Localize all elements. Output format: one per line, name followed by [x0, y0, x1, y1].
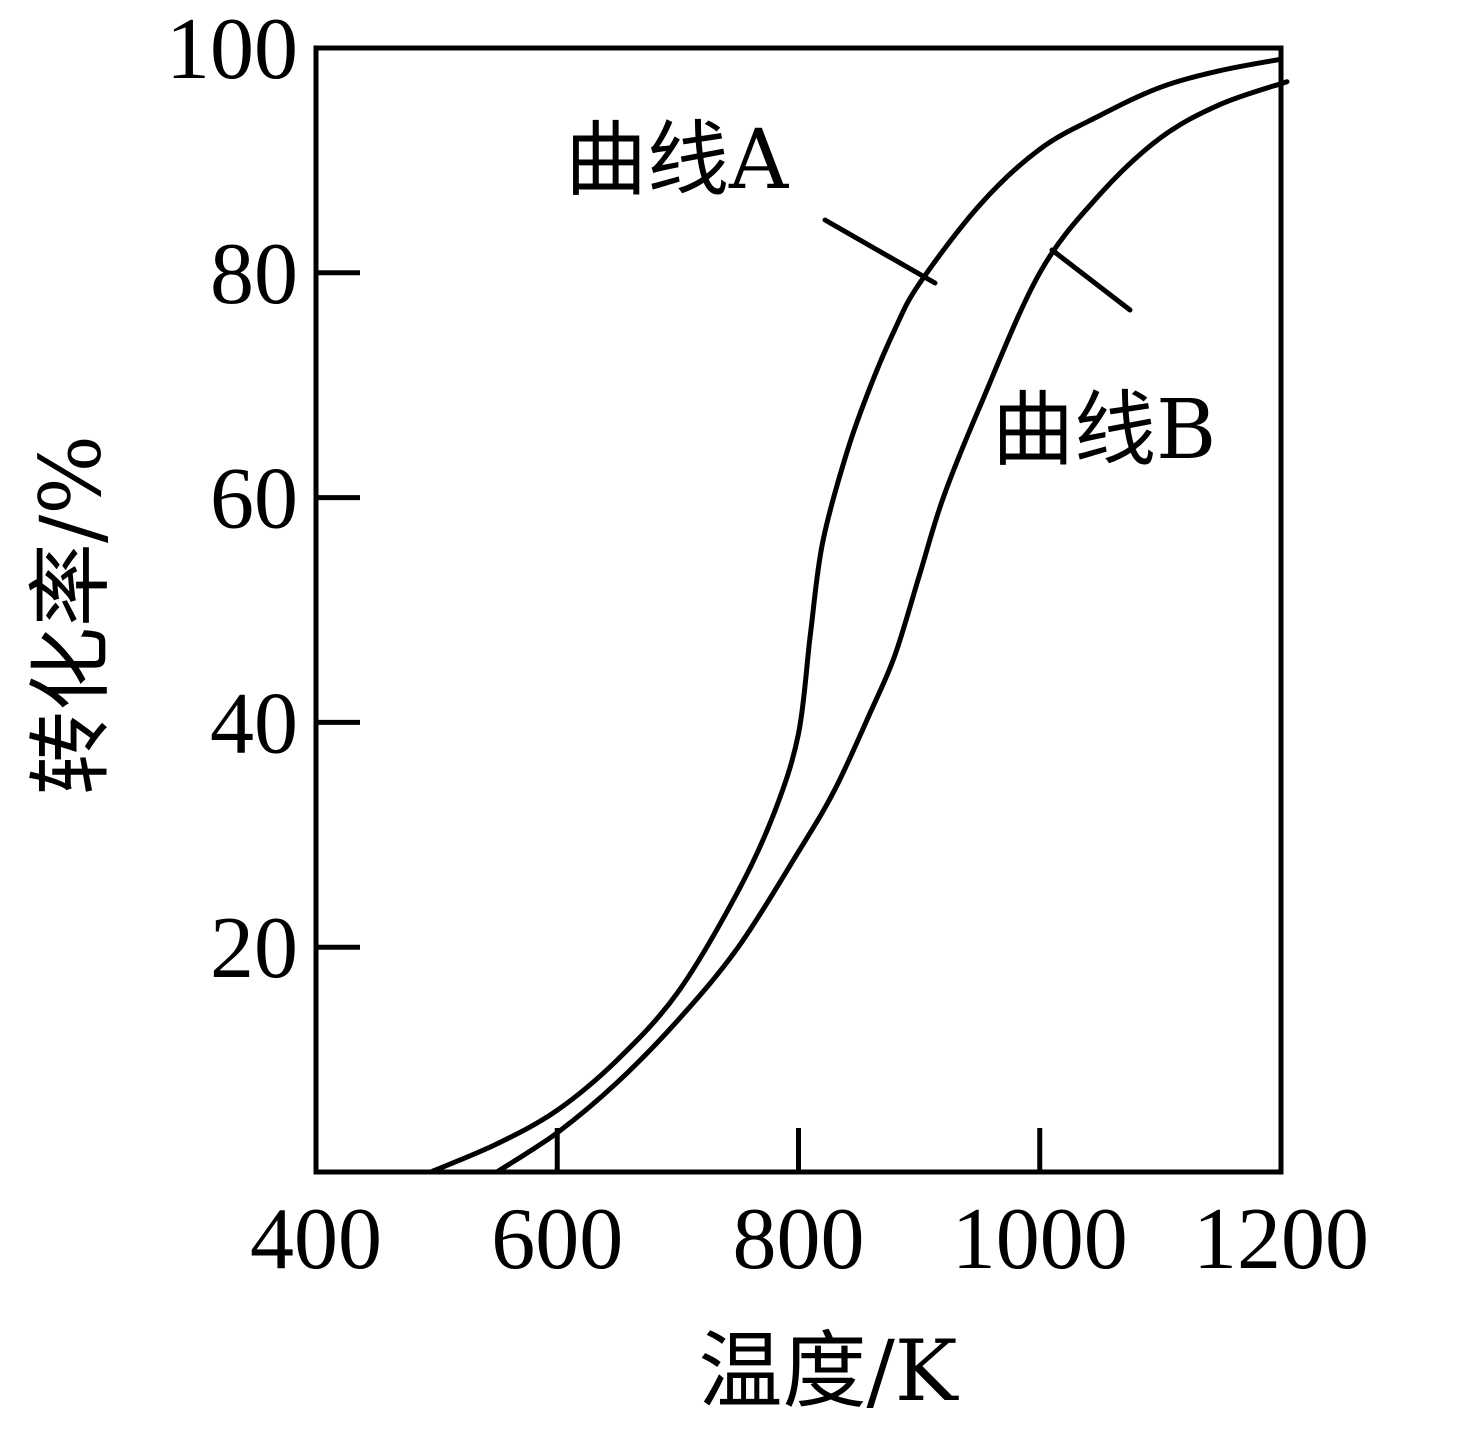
annotation-curve-b: 曲线B — [992, 383, 1216, 478]
y-tick-label-100: 100 — [166, 1, 298, 98]
y-tick-label-20: 20 — [210, 900, 298, 997]
y-tick-label-40: 40 — [210, 675, 298, 772]
curve-a-line — [428, 56, 1284, 1175]
annotation-a-leader — [822, 217, 938, 286]
axis-tick-labels: 400 600 800 1000 1200 20 40 60 80 100 — [166, 1, 1369, 1288]
x-tick-label-1200: 1200 — [1193, 1191, 1369, 1288]
plot-frame — [313, 45, 1284, 1175]
x-tick-label-400: 400 — [250, 1191, 382, 1288]
curve-b-line — [494, 79, 1290, 1175]
x-tick-label-800: 800 — [733, 1191, 865, 1288]
x-tick-label-600: 600 — [491, 1191, 623, 1288]
annotation-b-leader — [1049, 247, 1133, 313]
y-tick-label-60: 60 — [210, 451, 298, 548]
axis-ticks — [316, 270, 1043, 1172]
x-axis-title: 温度/K — [698, 1322, 959, 1420]
y-tick-label-80: 80 — [210, 226, 298, 323]
annotation-curve-a: 曲线A — [565, 113, 790, 208]
x-tick-label-1000: 1000 — [952, 1191, 1128, 1288]
y-axis-title: 转化率/% — [22, 435, 120, 795]
series-curves — [428, 56, 1290, 1175]
